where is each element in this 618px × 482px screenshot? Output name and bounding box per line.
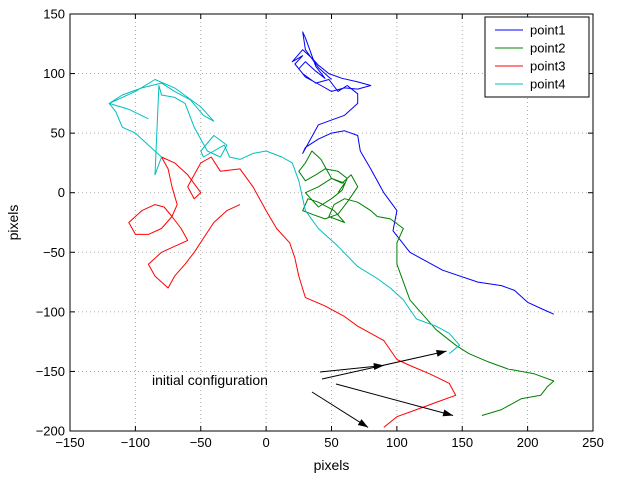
annotation-arrow-line: [321, 350, 447, 380]
x-tick-label: 250: [582, 435, 604, 450]
y-tick-label: 0: [58, 185, 65, 200]
y-tick-label: 150: [43, 7, 65, 22]
x-tick-label: −50: [190, 435, 212, 450]
x-tick-label: 0: [263, 435, 270, 450]
y-tick-label: −50: [43, 245, 65, 260]
annotation-label: initial configuration: [152, 372, 268, 388]
annotation-arrow-line: [319, 364, 384, 373]
annotation-arrow-line: [311, 391, 369, 428]
x-axis-label: pixels: [314, 457, 350, 473]
series-point4: [108, 79, 461, 354]
y-tick-label: −100: [36, 304, 65, 319]
x-tick-label: −150: [55, 435, 84, 450]
legend-label-point4: point4: [530, 77, 565, 92]
legend-label-point3: point3: [530, 59, 565, 74]
legend: point1 point2 point3 point4: [484, 16, 590, 98]
x-tick-label: 100: [386, 435, 408, 450]
annotation: initial configuration: [152, 349, 454, 428]
x-tick-label: 50: [324, 435, 338, 450]
legend-label-point2: point2: [530, 41, 565, 56]
series-point1: [291, 31, 555, 315]
x-tick-label: −100: [121, 435, 150, 450]
series-lines: [108, 31, 555, 428]
series-point2: [298, 150, 555, 416]
annotation-arrow-head: [442, 409, 454, 417]
y-tick-label: −200: [36, 424, 65, 439]
legend-label-point1: point1: [530, 23, 565, 38]
series-point3: [128, 156, 457, 428]
grid: [70, 14, 593, 431]
y-tick-label: 50: [51, 126, 65, 141]
y-axis-label: pixels: [5, 205, 21, 241]
y-tick-label: 100: [43, 66, 65, 81]
annotation-arrow-head: [436, 349, 447, 357]
x-tick-label: 150: [451, 435, 473, 450]
x-tick-label: 200: [517, 435, 539, 450]
y-tick-label: −150: [36, 364, 65, 379]
annotation-arrow-head: [357, 419, 369, 428]
axis-ticks: −150 −100 −50 0 50 100 150 200 250−200−150−100−5…: [36, 7, 604, 451]
annotation-arrow-line: [335, 383, 454, 416]
